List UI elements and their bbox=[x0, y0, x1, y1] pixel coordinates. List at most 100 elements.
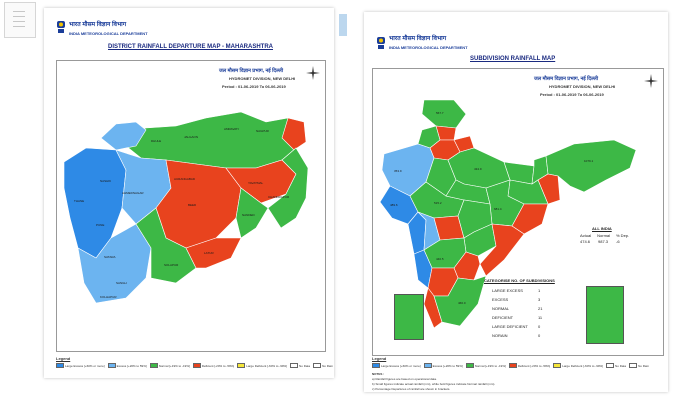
andaman-nicobar-box bbox=[586, 286, 624, 344]
categorise-row: NORAIN 0 bbox=[492, 333, 540, 338]
left-period: Period : 01-06-2019 To 06-06-2019 bbox=[222, 84, 286, 89]
svg-text:DHULE: DHULE bbox=[151, 139, 161, 143]
legend-swatch bbox=[553, 363, 562, 368]
svg-text:NASHIK: NASHIK bbox=[100, 179, 111, 183]
document-icon bbox=[4, 2, 36, 38]
legend-swatch bbox=[372, 363, 380, 368]
right-division: HYDROMET DIVISION, NEW DELHI bbox=[549, 84, 616, 89]
subdiv-ne bbox=[545, 139, 637, 193]
left-hindi-division: जल मौसम विज्ञान प्रभाग, नई दिल्ली bbox=[219, 68, 284, 74]
svg-text:NAGPUR: NAGPUR bbox=[256, 129, 270, 133]
svg-text:681.4: 681.4 bbox=[494, 207, 502, 211]
legend-label: No Rain bbox=[638, 363, 649, 368]
all-india-header-normal: Normal bbox=[597, 233, 611, 238]
legend-item: Normal [+19% to -19%] bbox=[465, 363, 506, 368]
subdiv-tamilnadu bbox=[433, 275, 487, 327]
categorise-name: NORAIN bbox=[492, 333, 508, 338]
svg-text:434.9: 434.9 bbox=[474, 167, 482, 171]
categorise-row: LARGE EXCESS 1 bbox=[492, 288, 540, 293]
legend-label: Excess [+20% to 59%] bbox=[432, 363, 463, 368]
right-legend-title: Legend bbox=[372, 356, 387, 361]
categorise-row: LARGE DEFICIENT 0 bbox=[492, 324, 540, 329]
categorise-count: 21 bbox=[538, 306, 543, 311]
region-east-red bbox=[281, 117, 307, 151]
all-india-header-dep: % Dep. bbox=[616, 233, 630, 238]
legend-label: No Rain bbox=[322, 363, 333, 368]
categorise-count: 1 bbox=[538, 288, 541, 293]
categorise-title: CATEGORISE NO. OF SUBDIVISIONS bbox=[484, 278, 555, 283]
legend-item: Excess [+20% to 59%] bbox=[423, 363, 463, 368]
categorise-count: 11 bbox=[538, 315, 543, 320]
notes-line: b) Small figures indicate actual rainfal… bbox=[372, 382, 496, 386]
lakshadweep-box bbox=[394, 294, 424, 340]
legend-swatch bbox=[192, 363, 201, 368]
svg-text:YAVATMAL: YAVATMAL bbox=[248, 181, 263, 185]
legend-swatch bbox=[606, 363, 615, 368]
maharashtra-map: DHULE JALGAON NAGPUR AMRAVATI NASHIK THA… bbox=[63, 111, 309, 304]
legend-label: No Data bbox=[615, 363, 627, 368]
notes: NOTES : a) Rainfall figures are based on… bbox=[372, 372, 495, 392]
legend-label: Deficient [-20% to -59%] bbox=[201, 363, 235, 368]
subdiv-kerala bbox=[423, 287, 443, 329]
legend-swatch bbox=[508, 363, 517, 368]
header-department-right: INDIA METEOROLOGICAL DEPARTMENT bbox=[389, 45, 468, 50]
subdiv-jk bbox=[421, 100, 467, 129]
svg-text:AHMEDNAGAR: AHMEDNAGAR bbox=[122, 191, 144, 195]
svg-text:SANGLI: SANGLI bbox=[116, 281, 127, 285]
legend-item: No Rain bbox=[629, 363, 649, 368]
imd-emblem-icon bbox=[57, 21, 65, 33]
categorise-count: 0 bbox=[538, 324, 541, 329]
svg-text:THANE: THANE bbox=[74, 199, 84, 203]
legend-swatch bbox=[107, 363, 116, 368]
right-hindi-division: जल मौसम विज्ञान प्रभाग, नई दिल्ली bbox=[534, 76, 599, 82]
header-department: INDIA METEOROLOGICAL DEPARTMENT bbox=[69, 31, 148, 36]
maharashtra-map-panel: भारत मौसम विज्ञान विभाग INDIA METEOROLOG… bbox=[44, 8, 334, 378]
svg-text:SATARA: SATARA bbox=[104, 255, 116, 259]
notes-line: c) Percentage Departures of rainfall are… bbox=[372, 387, 451, 391]
legend-item: Large Deficient [-60% to -99%] bbox=[237, 363, 287, 368]
legend-label: Large Deficient [-60% to -99%] bbox=[246, 363, 288, 368]
all-india-label: ALL INDIA bbox=[592, 226, 612, 231]
legend-item: Large Excess [+60% or more] bbox=[372, 363, 421, 368]
left-legend-row: Large Excess [+60% or more] Excess [+20% … bbox=[56, 363, 333, 368]
categorise-name: EXCESS bbox=[492, 297, 509, 302]
legend-swatch bbox=[423, 363, 432, 368]
legend-label: Deficient [-20% to -59%] bbox=[517, 363, 551, 368]
legend-item: No Data bbox=[290, 363, 310, 368]
notes-title: NOTES : bbox=[372, 372, 385, 376]
svg-text:440.5: 440.5 bbox=[436, 257, 444, 261]
all-india-normal: 987.3 bbox=[598, 239, 609, 244]
page-tab-marker bbox=[339, 14, 347, 36]
legend-label: Large Excess [+60% or more] bbox=[381, 363, 421, 368]
legend-swatch bbox=[56, 363, 64, 368]
left-division: HYDROMET DIVISION, NEW DELHI bbox=[229, 76, 296, 81]
legend-swatch bbox=[149, 363, 158, 368]
legend-label: Large Deficient [-60% to -99%] bbox=[562, 363, 604, 368]
north-arrow-icon-right bbox=[644, 74, 658, 88]
left-legend: Legend Large Excess [+60% or more] Excess… bbox=[56, 356, 333, 368]
svg-text:KOLHAPUR: KOLHAPUR bbox=[100, 295, 117, 299]
legend-swatch bbox=[290, 363, 299, 368]
right-legend: Legend Large Excess [+60% or more] Excess… bbox=[372, 356, 649, 368]
legend-label: No Data bbox=[299, 363, 311, 368]
svg-text:AURANGABAD: AURANGABAD bbox=[174, 177, 196, 181]
india-map: 567.7 353.9 434.9 1079.1 489.6 515.2 681… bbox=[379, 100, 637, 329]
legend-label: Normal [+19% to -19%] bbox=[158, 363, 190, 368]
svg-text:SOLAPUR: SOLAPUR bbox=[164, 263, 179, 267]
categorise-row: NORMAL 21 bbox=[492, 306, 542, 311]
legend-swatch bbox=[313, 363, 322, 368]
legend-label: Large Excess [+60% or more] bbox=[65, 363, 105, 368]
svg-text:466.0: 466.0 bbox=[458, 301, 466, 305]
legend-item: Large Deficient [-60% to -99%] bbox=[553, 363, 603, 368]
svg-text:LATUR: LATUR bbox=[204, 251, 214, 255]
right-map-frame bbox=[372, 68, 664, 356]
left-map-title: DISTRICT RAINFALL DEPARTURE MAP - MAHARA… bbox=[108, 44, 273, 50]
legend-item: No Data bbox=[606, 363, 626, 368]
region-latur-red bbox=[185, 237, 242, 269]
svg-text:PUNE: PUNE bbox=[96, 223, 104, 227]
svg-text:JALGAON: JALGAON bbox=[184, 135, 198, 139]
imd-emblem-icon-right bbox=[377, 37, 385, 49]
header-hindi-right: भारत मौसम विज्ञान विभाग bbox=[389, 36, 447, 42]
svg-text:AMRAVATI: AMRAVATI bbox=[224, 127, 239, 131]
svg-text:1079.1: 1079.1 bbox=[584, 159, 594, 163]
